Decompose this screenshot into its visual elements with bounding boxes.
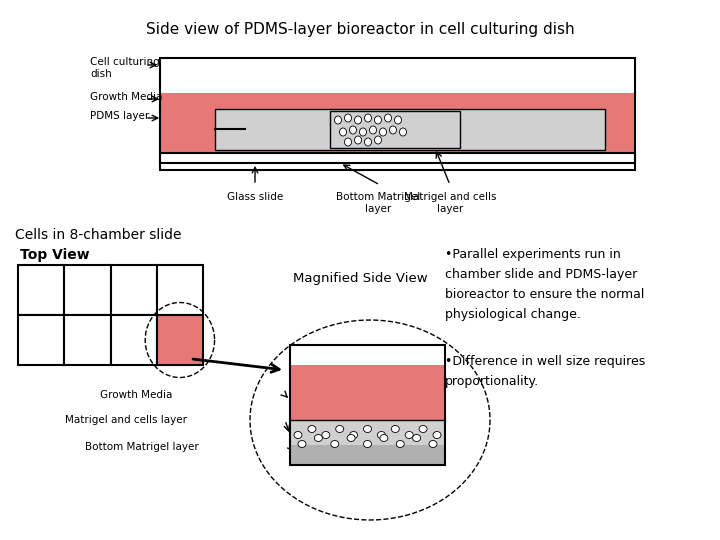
Ellipse shape	[364, 441, 372, 448]
Ellipse shape	[374, 116, 382, 124]
Ellipse shape	[377, 431, 385, 438]
Text: Magnified Side View: Magnified Side View	[293, 272, 427, 285]
Ellipse shape	[350, 431, 358, 438]
Ellipse shape	[369, 126, 377, 134]
Bar	[160, 58, 635, 170]
Ellipse shape	[400, 128, 407, 136]
Ellipse shape	[340, 128, 346, 136]
Ellipse shape	[347, 435, 355, 442]
Bar	[160, 93, 635, 106]
Ellipse shape	[359, 128, 366, 136]
Text: Top View: Top View	[20, 248, 89, 262]
Ellipse shape	[298, 441, 306, 448]
Ellipse shape	[349, 126, 356, 134]
Text: Cells in 8-chamber slide: Cells in 8-chamber slide	[15, 228, 181, 242]
Text: Matrigel and cells
layer: Matrigel and cells layer	[404, 192, 496, 214]
Text: Growth Media: Growth Media	[100, 390, 172, 400]
Ellipse shape	[429, 441, 437, 448]
Ellipse shape	[395, 116, 402, 124]
Ellipse shape	[364, 114, 372, 122]
Ellipse shape	[354, 116, 361, 124]
Bar	[290, 345, 445, 365]
Bar	[157, 265, 203, 315]
Ellipse shape	[354, 136, 361, 144]
Ellipse shape	[433, 431, 441, 438]
Text: Growth Media: Growth Media	[90, 92, 163, 102]
Ellipse shape	[364, 138, 372, 146]
Ellipse shape	[419, 426, 427, 433]
Ellipse shape	[335, 116, 341, 124]
Ellipse shape	[322, 431, 330, 438]
Bar	[157, 315, 203, 365]
Text: PDMS layer: PDMS layer	[90, 111, 149, 121]
Ellipse shape	[315, 435, 323, 442]
Ellipse shape	[391, 426, 400, 433]
Bar	[64, 265, 110, 315]
Text: Bottom Matrigel layer: Bottom Matrigel layer	[85, 442, 199, 452]
Ellipse shape	[336, 426, 343, 433]
Bar	[160, 58, 635, 93]
Bar	[160, 153, 635, 163]
Bar	[110, 315, 157, 365]
Ellipse shape	[405, 431, 413, 438]
Bar	[18, 315, 64, 365]
Ellipse shape	[344, 138, 351, 146]
Text: Cell culturing
dish: Cell culturing dish	[90, 57, 160, 79]
Bar	[215, 109, 605, 150]
Ellipse shape	[308, 426, 316, 433]
Text: Matrigel and cells layer: Matrigel and cells layer	[65, 415, 187, 425]
Ellipse shape	[379, 128, 387, 136]
Bar	[330, 111, 460, 148]
Ellipse shape	[364, 426, 372, 433]
Bar	[290, 445, 445, 465]
Bar	[160, 153, 635, 163]
Ellipse shape	[294, 431, 302, 438]
Ellipse shape	[390, 126, 397, 134]
Text: •Difference in well size requires
proportionality.: •Difference in well size requires propor…	[445, 355, 645, 388]
Text: Bottom Matrigel
layer: Bottom Matrigel layer	[336, 192, 420, 214]
Ellipse shape	[396, 441, 404, 448]
Ellipse shape	[330, 441, 338, 448]
Bar	[290, 365, 445, 420]
Bar	[110, 265, 157, 315]
Ellipse shape	[413, 435, 420, 442]
Text: Side view of PDMS-layer bioreactor in cell culturing dish: Side view of PDMS-layer bioreactor in ce…	[145, 22, 575, 37]
Bar	[290, 345, 445, 465]
Bar	[290, 420, 445, 445]
Ellipse shape	[374, 136, 382, 144]
Ellipse shape	[380, 435, 388, 442]
Bar	[160, 106, 635, 153]
Text: Glass slide: Glass slide	[227, 192, 283, 202]
Bar	[18, 265, 64, 315]
Bar	[64, 315, 110, 365]
Ellipse shape	[384, 114, 392, 122]
Ellipse shape	[344, 114, 351, 122]
Text: •Parallel experiments run in
chamber slide and PDMS-layer
bioreactor to ensure t: •Parallel experiments run in chamber sli…	[445, 248, 644, 321]
